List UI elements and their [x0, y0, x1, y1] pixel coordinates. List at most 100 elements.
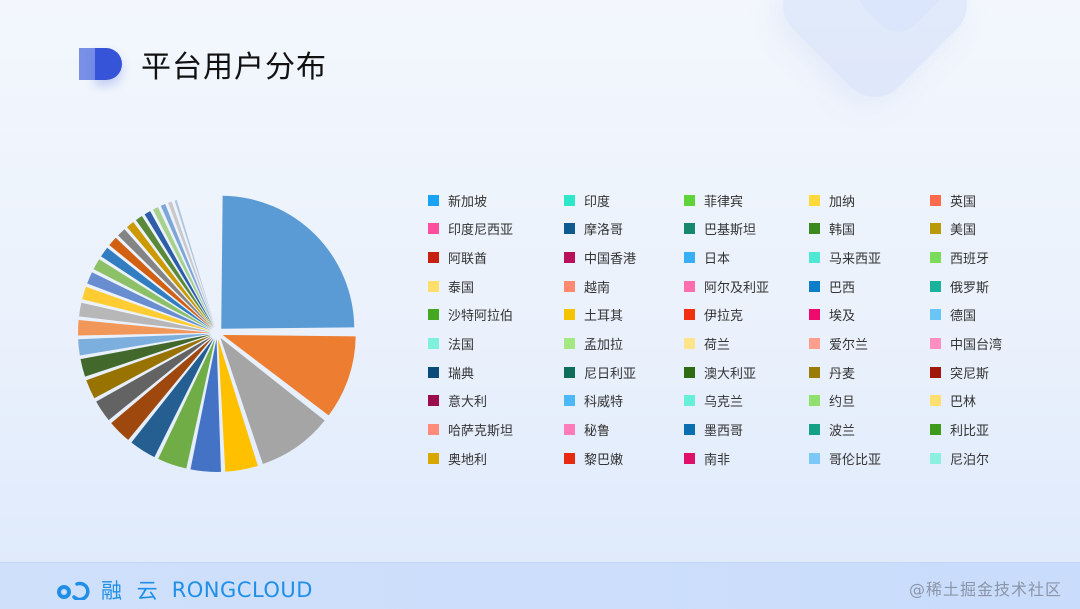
legend-swatch	[930, 194, 941, 206]
pie-slice	[126, 222, 214, 329]
legend-item: 阿联酋	[428, 248, 488, 267]
legend-label: 俄罗斯	[950, 280, 990, 296]
pie-slice	[111, 337, 213, 440]
pie-slice	[190, 338, 221, 472]
legend-label: 马来西亚	[829, 251, 882, 267]
legend-swatch	[564, 223, 575, 235]
pie-slice	[168, 201, 215, 328]
pie-slice	[160, 204, 215, 328]
legend-label: 阿联酋	[448, 251, 488, 267]
pie-slice	[222, 334, 356, 416]
legend-item: 沙特阿拉伯	[428, 306, 513, 324]
legend-label: 巴基斯坦	[704, 223, 757, 239]
legend-item: 秘鲁	[564, 421, 610, 439]
legend-item: 法国	[428, 335, 474, 353]
pie-slice	[87, 272, 212, 331]
pie-chart	[78, 195, 356, 472]
legend-item: 新加坡	[428, 191, 488, 210]
legend-swatch	[428, 223, 439, 235]
legend-item: 伊拉克	[684, 306, 743, 324]
legend-item: 英国	[930, 191, 976, 210]
brand-name-en: RONGCLOUD	[171, 578, 313, 602]
legend-swatch	[684, 424, 695, 436]
legend-label: 南非	[704, 452, 731, 468]
legend-swatch	[684, 452, 695, 464]
legend-swatch	[930, 395, 941, 407]
legend-item: 尼日利亚	[564, 363, 636, 382]
legend-item: 美国	[930, 220, 976, 238]
legend-swatch	[684, 395, 695, 407]
legend-item: 丹麦	[809, 363, 856, 382]
legend-item: 印度	[564, 191, 610, 210]
legend-swatch	[428, 309, 439, 321]
legend-label: 意大利	[448, 395, 488, 411]
legend-label: 新加坡	[448, 194, 488, 210]
legend-swatch	[428, 424, 439, 436]
legend-item: 日本	[684, 248, 730, 267]
legend-label: 尼泊尔	[950, 452, 990, 468]
legend-item: 孟加拉	[564, 335, 623, 353]
legend-swatch	[930, 309, 941, 321]
legend-swatch	[809, 424, 820, 436]
pie-slice	[135, 216, 214, 329]
legend-label: 越南	[584, 280, 611, 296]
legend-swatch	[564, 280, 575, 292]
legend-label: 德国	[950, 309, 977, 325]
legend-swatch	[684, 338, 695, 349]
legend-label: 哈萨克斯坦	[448, 424, 514, 440]
legend-swatch	[564, 366, 575, 378]
legend-item: 摩洛哥	[564, 220, 623, 238]
legend-label: 西班牙	[950, 251, 990, 267]
legend-item: 哈萨克斯坦	[428, 421, 513, 439]
pie-slice	[109, 237, 213, 330]
legend-label: 秘鲁	[584, 424, 611, 440]
legend-item: 西班牙	[930, 248, 990, 267]
pie-slice	[96, 336, 213, 421]
legend-swatch	[930, 223, 941, 235]
legend-item: 南非	[684, 449, 731, 468]
legend-label: 阿尔及利亚	[704, 280, 770, 296]
pie-slice	[152, 207, 215, 328]
legend-item: 印度尼西亚	[428, 220, 513, 238]
legend-item: 韩国	[809, 220, 855, 238]
legend-swatch	[809, 366, 820, 378]
legend-swatch	[809, 251, 820, 263]
footer-bar: 融 云 RONGCLOUD @稀土掘金技术社区	[0, 562, 1080, 609]
legend-swatch	[809, 395, 820, 407]
legend-swatch	[930, 338, 941, 349]
legend-item: 科威特	[564, 392, 623, 410]
legend-label: 巴林	[950, 395, 977, 411]
legend-item: 泰国	[428, 277, 475, 296]
legend-swatch	[564, 194, 575, 206]
legend-swatch	[930, 366, 941, 378]
legend-swatch	[809, 338, 820, 349]
legend-item: 巴西	[809, 277, 855, 296]
legend-item: 瑞典	[428, 363, 475, 382]
legend-swatch	[684, 251, 695, 263]
legend-label: 印度尼西亚	[448, 223, 514, 239]
legend-swatch	[564, 338, 575, 349]
legend-swatch	[564, 395, 575, 407]
legend-label: 摩洛哥	[584, 223, 624, 239]
page-header: 平台用户分布	[79, 42, 327, 86]
legend-label: 突尼斯	[950, 366, 990, 382]
legend-label: 泰国	[448, 280, 475, 296]
legend-item: 中国台湾	[930, 335, 1002, 353]
legend-label: 法国	[448, 338, 475, 353]
legend-label: 丹麦	[829, 366, 856, 382]
pie-slice	[78, 302, 212, 332]
legend-item: 俄罗斯	[930, 277, 990, 296]
page-title: 平台用户分布	[141, 50, 327, 85]
legend-item: 突尼斯	[930, 363, 990, 382]
legend-label: 波兰	[829, 424, 856, 440]
legend-swatch	[930, 280, 941, 292]
legend-label: 瑞典	[448, 366, 475, 382]
legend-item: 乌克兰	[684, 392, 743, 410]
legend-swatch	[564, 309, 575, 321]
pie-slice	[221, 195, 355, 329]
legend-swatch	[428, 280, 439, 292]
legend-item: 土耳其	[564, 306, 623, 324]
legend-label: 爱尔兰	[829, 338, 869, 353]
legend-label: 哥伦比亚	[829, 452, 882, 468]
legend-swatch	[428, 194, 439, 206]
